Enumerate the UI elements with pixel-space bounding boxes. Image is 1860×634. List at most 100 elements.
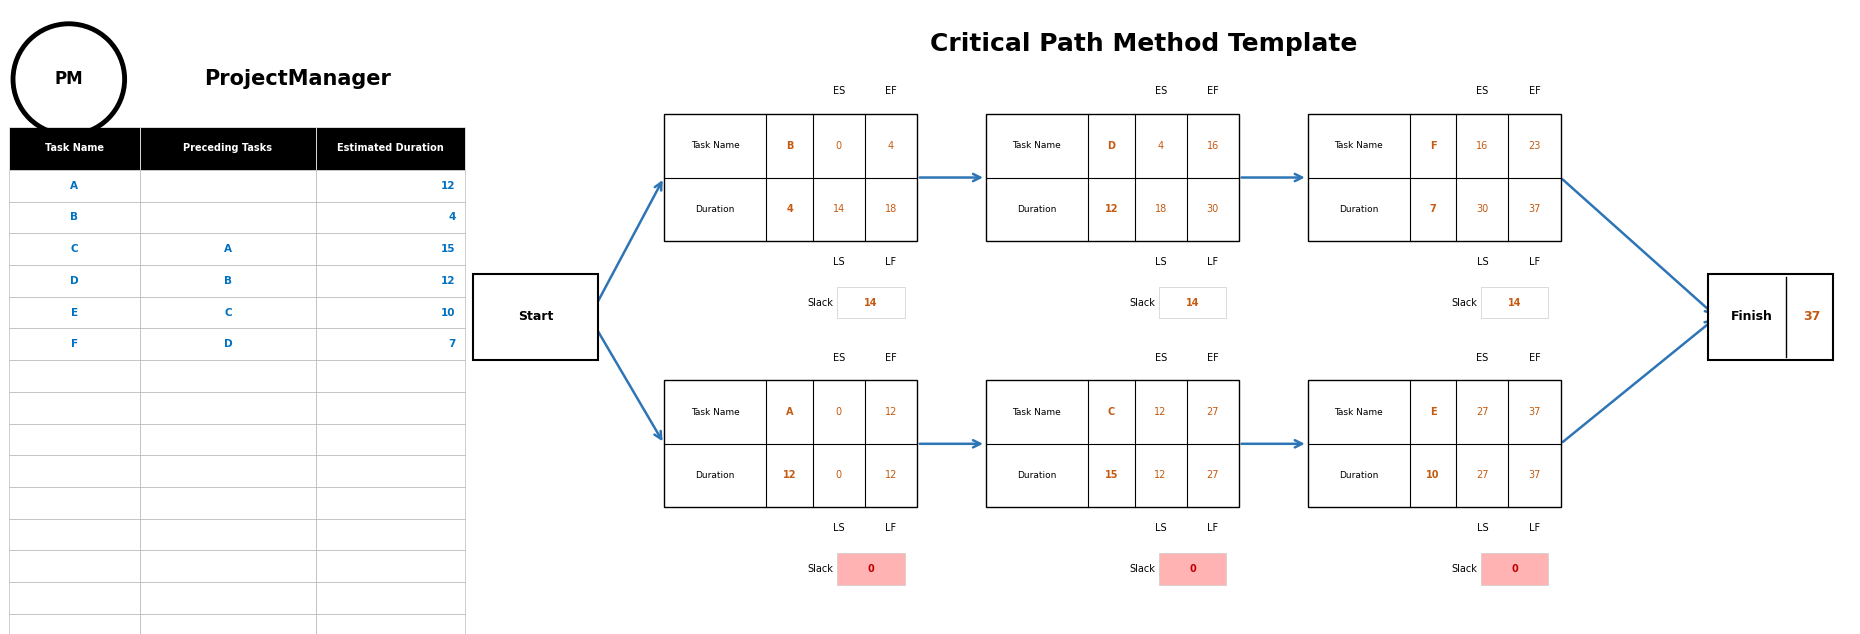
Text: 37: 37 — [1529, 470, 1540, 481]
Text: 0: 0 — [835, 141, 843, 151]
Text: EF: EF — [1207, 86, 1218, 96]
FancyBboxPatch shape — [140, 360, 316, 392]
FancyBboxPatch shape — [9, 455, 140, 487]
Text: Duration: Duration — [1017, 471, 1056, 480]
FancyBboxPatch shape — [9, 392, 140, 424]
Text: Slack: Slack — [1451, 298, 1477, 307]
Text: 12: 12 — [1155, 407, 1166, 417]
FancyBboxPatch shape — [9, 127, 140, 170]
FancyBboxPatch shape — [316, 614, 465, 634]
Text: 16: 16 — [1477, 141, 1488, 151]
FancyBboxPatch shape — [664, 380, 917, 507]
Text: Task Name: Task Name — [1334, 141, 1384, 150]
FancyBboxPatch shape — [472, 274, 597, 360]
FancyBboxPatch shape — [140, 297, 316, 328]
Text: F: F — [71, 339, 78, 349]
FancyBboxPatch shape — [316, 519, 465, 550]
FancyBboxPatch shape — [1308, 114, 1561, 241]
FancyBboxPatch shape — [1159, 287, 1226, 318]
Text: 30: 30 — [1207, 204, 1218, 214]
FancyBboxPatch shape — [316, 297, 465, 328]
Text: LS: LS — [1155, 257, 1166, 266]
Text: Slack: Slack — [807, 564, 833, 574]
Text: LF: LF — [885, 523, 897, 533]
Text: 10: 10 — [441, 307, 456, 318]
FancyBboxPatch shape — [1481, 553, 1548, 585]
Text: Task Name: Task Name — [45, 143, 104, 153]
FancyBboxPatch shape — [140, 265, 316, 297]
FancyBboxPatch shape — [316, 170, 465, 202]
Text: C: C — [223, 307, 232, 318]
Text: 10: 10 — [1427, 470, 1440, 481]
Text: LF: LF — [1207, 523, 1218, 533]
Text: 12: 12 — [1155, 470, 1166, 481]
Text: 12: 12 — [783, 470, 796, 481]
Text: Start: Start — [517, 311, 554, 323]
Text: 12: 12 — [885, 407, 897, 417]
Text: 12: 12 — [1105, 204, 1118, 214]
Text: 15: 15 — [1105, 470, 1118, 481]
Text: 15: 15 — [441, 244, 456, 254]
Text: LF: LF — [1529, 523, 1540, 533]
Text: EF: EF — [885, 353, 897, 363]
Text: 0: 0 — [835, 470, 843, 481]
Text: 0: 0 — [1510, 564, 1518, 574]
Text: Slack: Slack — [1129, 564, 1155, 574]
Text: Duration: Duration — [696, 205, 735, 214]
FancyBboxPatch shape — [9, 170, 140, 202]
Text: D: D — [1107, 141, 1116, 151]
Text: EF: EF — [885, 86, 897, 96]
Text: A: A — [71, 181, 78, 191]
Text: 0: 0 — [867, 564, 874, 574]
Text: 18: 18 — [885, 204, 897, 214]
FancyBboxPatch shape — [316, 127, 465, 170]
Text: ProjectManager: ProjectManager — [205, 69, 391, 89]
Text: A: A — [785, 407, 794, 417]
Text: PM: PM — [54, 70, 84, 88]
Text: 27: 27 — [1477, 407, 1488, 417]
FancyBboxPatch shape — [316, 328, 465, 360]
Text: F: F — [1430, 141, 1436, 151]
FancyBboxPatch shape — [140, 202, 316, 233]
Text: LS: LS — [1477, 523, 1488, 533]
FancyBboxPatch shape — [9, 582, 140, 614]
Text: D: D — [223, 339, 232, 349]
Text: 30: 30 — [1477, 204, 1488, 214]
Text: EF: EF — [1529, 86, 1540, 96]
FancyBboxPatch shape — [316, 424, 465, 455]
FancyBboxPatch shape — [9, 519, 140, 550]
FancyBboxPatch shape — [9, 265, 140, 297]
Text: C: C — [71, 244, 78, 254]
Text: 14: 14 — [833, 204, 844, 214]
Text: 37: 37 — [1529, 407, 1540, 417]
Text: E: E — [1430, 407, 1436, 417]
FancyBboxPatch shape — [316, 265, 465, 297]
FancyBboxPatch shape — [140, 487, 316, 519]
Text: LF: LF — [885, 257, 897, 266]
Text: ES: ES — [1477, 353, 1488, 363]
Text: B: B — [223, 276, 232, 286]
FancyBboxPatch shape — [9, 328, 140, 360]
FancyBboxPatch shape — [316, 202, 465, 233]
Text: A: A — [223, 244, 232, 254]
FancyBboxPatch shape — [140, 455, 316, 487]
Text: LS: LS — [833, 523, 844, 533]
Text: Task Name: Task Name — [1334, 408, 1384, 417]
FancyBboxPatch shape — [9, 614, 140, 634]
Text: Task Name: Task Name — [690, 408, 740, 417]
Text: LS: LS — [833, 257, 844, 266]
Text: 7: 7 — [448, 339, 456, 349]
Text: 4: 4 — [448, 212, 456, 223]
FancyBboxPatch shape — [9, 233, 140, 265]
FancyBboxPatch shape — [986, 380, 1239, 507]
Text: 27: 27 — [1207, 470, 1218, 481]
FancyBboxPatch shape — [837, 553, 904, 585]
Text: 16: 16 — [1207, 141, 1218, 151]
FancyBboxPatch shape — [140, 328, 316, 360]
Text: 27: 27 — [1477, 470, 1488, 481]
Text: 37: 37 — [1802, 311, 1821, 323]
Text: 12: 12 — [441, 181, 456, 191]
FancyBboxPatch shape — [140, 519, 316, 550]
Text: Slack: Slack — [1129, 298, 1155, 307]
Text: 12: 12 — [441, 276, 456, 286]
